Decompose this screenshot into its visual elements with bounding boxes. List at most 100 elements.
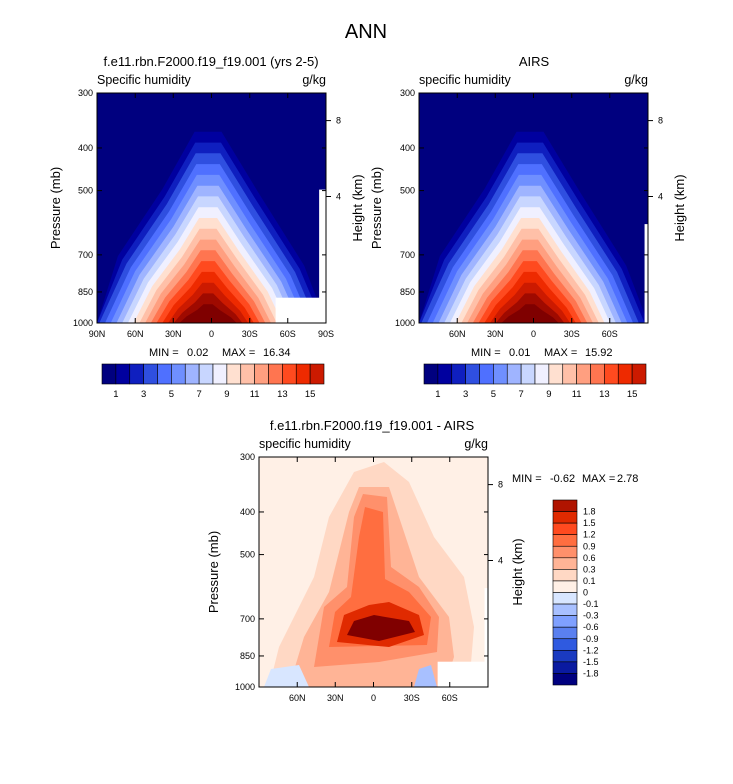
x-tick-label: 30N (487, 329, 504, 339)
colorbar-box (552, 522, 578, 535)
y2-tick-label: 8 (498, 480, 503, 490)
panel-diff-min-value: -0.62 (550, 473, 575, 485)
colorbar-box (240, 363, 255, 385)
humidity-level-17 (501, 304, 559, 323)
y-tick-label: 850 (400, 287, 415, 297)
panel-diff-ylabel: Pressure (mb) (206, 531, 221, 613)
panel-airs: AIRS specific humidity g/kg 300400500700… (369, 54, 687, 400)
panel-airs-max-value: 15.92 (585, 347, 613, 359)
colorbar-box (552, 545, 578, 559)
panel-diff: f.e11.rbn.F2000.f19_f19.001 - AIRS speci… (206, 418, 638, 703)
x-tick-label: 60N (449, 329, 466, 339)
colorbar-box (437, 363, 453, 385)
colorbar-box (534, 363, 550, 385)
colorbar-box (115, 363, 131, 385)
y-tick-label: 500 (400, 186, 415, 196)
missing-data (275, 297, 326, 323)
x-tick-label: 60S (602, 329, 618, 339)
colorbar-label: 11 (572, 389, 582, 400)
colorbar-label: 0.1 (583, 576, 596, 586)
panel-diff-left-label: specific humidity (259, 437, 351, 451)
colorbar-box (552, 580, 578, 593)
missing-data (319, 189, 326, 323)
colorbar-box (552, 603, 578, 616)
panel-diff-colorbar: 1.81.51.20.90.60.30.10-0.1-0.3-0.6-0.9-1… (552, 499, 599, 686)
x-tick-label: 30S (242, 329, 258, 339)
colorbar-label: 0.9 (583, 541, 596, 551)
panel-model-min-value: 0.02 (187, 347, 208, 359)
colorbar-box (552, 499, 578, 512)
x-tick-label: 30N (327, 693, 344, 703)
colorbar-box (617, 363, 633, 385)
x-tick-label: 90N (89, 329, 106, 339)
colorbar-label: 1.5 (583, 518, 596, 528)
panel-airs-plot (419, 93, 648, 323)
y-tick-label: 400 (400, 143, 415, 153)
colorbar-label: 7 (518, 389, 523, 400)
colorbar-box (520, 363, 536, 385)
colorbar-box (548, 363, 564, 385)
panel-model-plot (97, 93, 326, 323)
panel-airs-ylabel: Pressure (mb) (369, 167, 384, 249)
colorbar-box (576, 363, 591, 385)
x-tick-label: 60N (127, 329, 144, 339)
y-tick-label: 400 (240, 507, 255, 517)
panel-model-ylabel: Pressure (mb) (48, 167, 63, 249)
colorbar-box (552, 615, 578, 628)
colorbar-box (465, 363, 480, 385)
panel-airs-max-label: MAX = (544, 347, 577, 359)
colorbar-box (226, 363, 242, 385)
colorbar-label: -0.3 (583, 611, 599, 621)
colorbar-box (157, 363, 172, 385)
x-tick-label: 0 (209, 329, 214, 339)
colorbar-label: 13 (277, 389, 288, 400)
y-tick-label: 300 (240, 452, 255, 462)
y-tick-label: 1000 (73, 318, 93, 328)
x-tick-label: 30S (404, 693, 420, 703)
panel-airs-min-value: 0.01 (509, 347, 530, 359)
y2-tick-label: 4 (336, 192, 341, 202)
y-tick-label: 400 (78, 143, 93, 153)
panel-model-y2label: Height (km) (350, 174, 365, 241)
colorbar-box (212, 363, 228, 385)
colorbar-label: 1.8 (583, 507, 596, 517)
y-tick-label: 300 (400, 88, 415, 98)
panel-airs-axes: 300 400 500 700 850 1000 8 4 60N 30N 0 30S 60S (395, 88, 663, 339)
colorbar-label: -1.8 (583, 668, 599, 678)
panel-airs-colorbar: 1 3 5 7 9 11 13 15 (423, 363, 647, 400)
colorbar-label: 11 (250, 389, 260, 400)
panel-diff-min-label: MIN = (512, 473, 542, 485)
colorbar-box (552, 638, 578, 651)
x-tick-label: 30N (165, 329, 182, 339)
colorbar-label: 3 (141, 389, 146, 400)
x-tick-label: 30S (564, 329, 580, 339)
x-tick-label: 0 (531, 329, 536, 339)
colorbar-box (552, 650, 578, 663)
panel-model-axes: 300 400 500 700 850 1000 8 4 90N 60N 30N 0 30S 60S 90S (73, 88, 341, 339)
colorbar-box (143, 363, 158, 385)
colorbar-label: 0 (583, 588, 588, 598)
panel-diff-minmax: MIN = -0.62 MAX = 2.78 (512, 473, 638, 485)
x-tick-label: 60S (280, 329, 296, 339)
colorbar-label: 5 (491, 389, 496, 400)
colorbar-label: -0.6 (583, 622, 599, 632)
y-tick-label: 300 (78, 88, 93, 98)
y2-tick-label: 4 (658, 192, 663, 202)
colorbar-box (552, 626, 578, 640)
colorbar-label: -0.1 (583, 599, 599, 609)
panel-diff-axes: 300 400 500 700 850 1000 8 4 60N 30N 0 30S 60S (235, 452, 503, 703)
diff-negative (414, 665, 437, 687)
diff-level-6 (347, 615, 415, 641)
panel-model-colorbar: 1 3 5 7 9 11 13 15 (101, 363, 325, 400)
panel-diff-title: f.e11.rbn.F2000.f19_f19.001 - AIRS (270, 418, 475, 433)
panel-model-max-label: MAX = (222, 347, 255, 359)
colorbar-label: 5 (169, 389, 174, 400)
y2-tick-label: 8 (336, 116, 341, 126)
colorbar-label: 15 (305, 389, 316, 400)
panel-model-minmax: MIN = 0.02 MAX = 16.34 (149, 347, 291, 359)
panel-model-min-label: MIN = (149, 347, 179, 359)
missing-data (644, 224, 648, 323)
colorbar-box (479, 363, 494, 385)
panel-diff-max-value: 2.78 (617, 473, 638, 485)
